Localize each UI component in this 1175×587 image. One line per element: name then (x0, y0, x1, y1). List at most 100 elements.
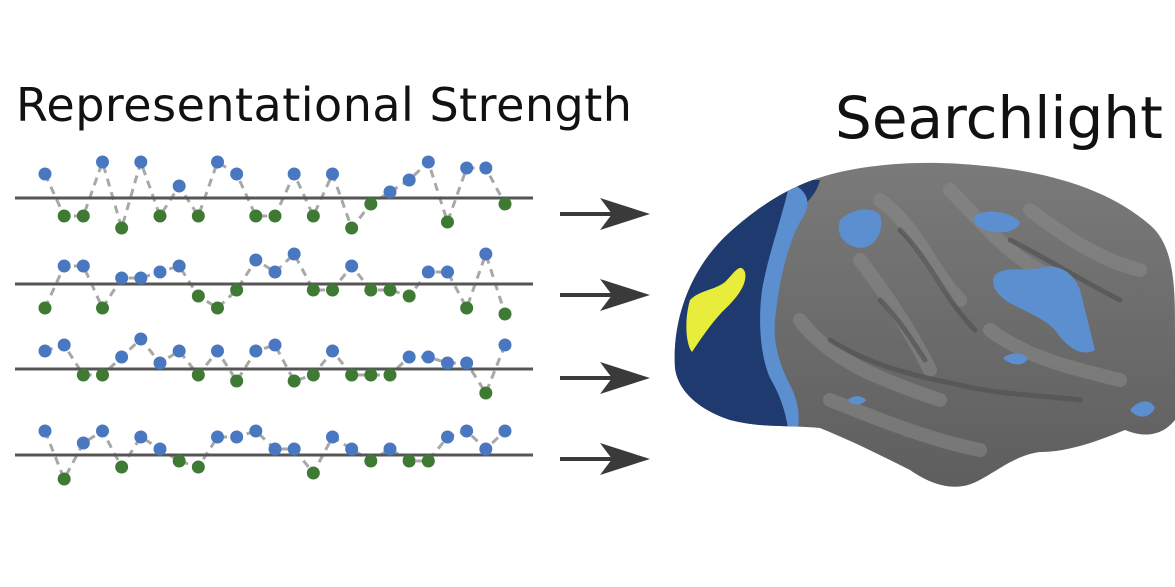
data-point-above (211, 344, 224, 358)
data-point-below (287, 374, 301, 388)
data-point-below (306, 283, 320, 297)
data-point-above (57, 338, 71, 352)
activation-patch-temporal (848, 396, 866, 405)
time-series-group (15, 155, 533, 486)
data-point-above (268, 442, 282, 456)
data-point-above (460, 356, 474, 370)
activation-patch-middle (993, 266, 1095, 353)
data-point-above (115, 350, 129, 364)
data-point-below (498, 307, 512, 321)
data-point-below (57, 472, 71, 486)
data-point-below (191, 460, 205, 474)
data-point-below (172, 454, 186, 468)
data-point-below (460, 301, 474, 315)
data-point-above (441, 430, 454, 444)
data-point-below (498, 197, 512, 211)
data-point-above (402, 350, 416, 364)
activation-light-fringe (760, 182, 808, 428)
data-point-below (402, 289, 416, 303)
data-point-below (96, 301, 109, 315)
data-point-above (249, 344, 263, 358)
data-point-above (153, 265, 167, 279)
series-row-1 (15, 155, 533, 235)
data-point-above (479, 247, 493, 261)
data-point-below (479, 386, 493, 400)
searchlight-title: Searchlight (835, 84, 1163, 152)
data-point-above (287, 442, 301, 456)
data-point-below (76, 368, 90, 382)
data-point-above (287, 247, 301, 261)
activation-patch-frontal (974, 211, 1020, 233)
data-point-below (191, 368, 205, 382)
data-point-below (191, 209, 205, 223)
representational-strength-title: Representational Strength (16, 78, 633, 132)
data-point-above (153, 442, 167, 456)
data-point-below (57, 209, 71, 223)
data-point-below (96, 368, 109, 382)
data-point-below (306, 209, 320, 223)
data-point-below (345, 221, 359, 235)
data-point-below (306, 368, 320, 382)
data-point-below (38, 301, 52, 315)
data-point-above (38, 167, 52, 181)
arrow-2 (560, 279, 650, 311)
data-point-above (134, 155, 148, 169)
data-point-below (364, 197, 378, 211)
data-point-above (76, 259, 90, 273)
data-point-below (249, 209, 263, 223)
series-row-2 (15, 247, 533, 321)
data-point-above (402, 173, 416, 187)
activation-patch-small (1003, 353, 1028, 365)
data-point-below (230, 283, 244, 297)
data-point-below (326, 283, 339, 297)
data-point-above (383, 185, 397, 199)
data-point-above (441, 356, 454, 370)
data-point-above (326, 167, 339, 181)
data-point-above (153, 356, 167, 370)
data-point-above (134, 430, 148, 444)
data-point-above (421, 155, 435, 169)
data-point-above (460, 161, 474, 175)
data-point-above (134, 332, 148, 346)
data-point-above (326, 430, 339, 444)
data-point-above (172, 179, 186, 193)
brain-surface (674, 162, 1175, 487)
data-point-above (268, 265, 282, 279)
brain-outline (674, 162, 1175, 487)
data-point-below (153, 209, 167, 223)
data-point-below (364, 368, 378, 382)
data-point-above (211, 430, 224, 444)
data-point-above (421, 265, 435, 279)
data-point-below (306, 466, 320, 480)
data-point-below (230, 374, 244, 388)
data-point-above (96, 424, 109, 438)
data-point-above (230, 167, 244, 181)
data-point-below (383, 283, 397, 297)
data-point-above (249, 253, 263, 267)
data-point-above (134, 271, 148, 285)
data-point-below (345, 368, 359, 382)
highlight-region (686, 267, 746, 352)
data-point-above (249, 424, 263, 438)
data-point-above (38, 424, 52, 438)
data-point-below (115, 460, 129, 474)
data-point-above (172, 344, 186, 358)
data-point-below (402, 454, 416, 468)
data-point-above (211, 155, 224, 169)
data-point-above (115, 271, 129, 285)
activation-patch-anterior (1130, 401, 1155, 417)
data-point-above (268, 338, 282, 352)
data-point-above (460, 424, 474, 438)
data-point-above (479, 161, 493, 175)
data-point-below (76, 209, 90, 223)
data-point-above (76, 436, 90, 450)
data-point-above (383, 442, 397, 456)
activation-patch-superior (838, 209, 882, 248)
sulci-texture (827, 227, 1123, 403)
data-point-below (364, 454, 378, 468)
data-point-above (57, 259, 71, 273)
series-row-4 (15, 424, 533, 486)
data-point-above (479, 442, 493, 456)
data-point-above (498, 424, 512, 438)
